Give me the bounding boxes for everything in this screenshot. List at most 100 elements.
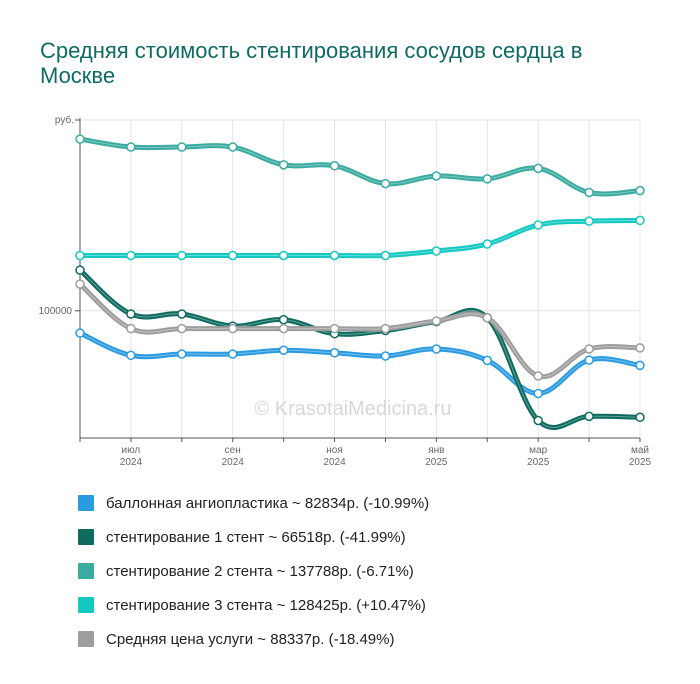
chart-grid bbox=[79, 119, 641, 438]
data-point bbox=[329, 348, 340, 358]
x-tick-label-month: мар bbox=[529, 445, 547, 456]
legend: баллонная ангиопластика ~ 82834р. (-10.9… bbox=[78, 486, 429, 656]
data-point bbox=[533, 371, 543, 381]
data-point bbox=[126, 350, 136, 361]
legend-item[interactable]: Средняя цена услуги ~ 88337р. (-18.49%) bbox=[78, 622, 429, 656]
y-unit-label: руб. bbox=[55, 114, 74, 126]
data-point bbox=[177, 142, 187, 152]
data-point bbox=[177, 323, 187, 334]
data-point bbox=[584, 344, 594, 354]
data-point bbox=[329, 161, 340, 171]
data-point bbox=[482, 355, 493, 366]
legend-label: стентирование 1 стент ~ 66518р. (-41.99%… bbox=[106, 528, 406, 546]
data-point bbox=[177, 250, 187, 261]
data-point bbox=[126, 309, 136, 319]
legend-item[interactable]: стентирование 2 стента ~ 137788р. (-6.71… bbox=[78, 554, 429, 588]
data-point bbox=[380, 351, 391, 361]
data-point bbox=[533, 220, 543, 230]
data-point bbox=[227, 250, 238, 261]
data-point bbox=[482, 239, 493, 249]
legend-item[interactable]: стентирование 1 стент ~ 66518р. (-41.99%… bbox=[78, 520, 429, 554]
data-point bbox=[431, 171, 442, 181]
data-point bbox=[380, 178, 391, 189]
data-point bbox=[482, 313, 493, 323]
data-point bbox=[227, 142, 238, 152]
data-point bbox=[533, 415, 543, 426]
legend-swatch bbox=[78, 631, 94, 647]
data-point bbox=[380, 250, 391, 261]
series-1 bbox=[75, 328, 645, 399]
y-tick-label: 100000 bbox=[39, 306, 73, 317]
data-point bbox=[431, 316, 442, 326]
x-tick-label-year: 2024 bbox=[222, 457, 245, 468]
x-tick-label-month: май bbox=[631, 445, 649, 456]
chart-axes bbox=[75, 118, 641, 442]
x-tick-label-month: июл bbox=[122, 445, 141, 456]
data-point bbox=[75, 134, 85, 144]
data-point bbox=[75, 279, 85, 289]
x-tick-label-year: 2025 bbox=[527, 457, 550, 468]
legend-label: стентирование 2 стента ~ 137788р. (-6.71… bbox=[106, 562, 414, 580]
series-line-highlight bbox=[79, 138, 641, 195]
data-point bbox=[584, 216, 594, 226]
data-point bbox=[278, 314, 289, 325]
data-point bbox=[177, 309, 187, 319]
data-point bbox=[278, 345, 289, 355]
x-tick-label-month: янв bbox=[428, 445, 444, 456]
x-tick-label-year: 2024 bbox=[120, 457, 143, 468]
data-point bbox=[75, 328, 85, 338]
series-line bbox=[77, 281, 643, 380]
data-point bbox=[431, 246, 442, 256]
legend-label: стентирование 3 стента ~ 128425р. (+10.4… bbox=[106, 596, 426, 614]
data-point bbox=[635, 185, 645, 196]
series-line bbox=[77, 330, 643, 396]
x-tick-label-year: 2025 bbox=[629, 457, 652, 468]
data-point bbox=[635, 360, 645, 371]
series-4 bbox=[75, 215, 645, 261]
data-point bbox=[329, 250, 340, 261]
data-point bbox=[278, 250, 289, 261]
data-point bbox=[635, 343, 645, 353]
data-point bbox=[584, 411, 594, 422]
data-point bbox=[533, 163, 543, 174]
x-tick-label-year: 2024 bbox=[323, 457, 346, 468]
legend-label: Средняя цена услуги ~ 88337р. (-18.49%) bbox=[106, 630, 395, 648]
series-5 bbox=[75, 279, 645, 381]
data-point bbox=[482, 174, 493, 184]
data-point bbox=[126, 323, 136, 334]
data-point bbox=[227, 349, 238, 359]
series-3 bbox=[75, 134, 645, 198]
data-point bbox=[75, 250, 85, 261]
x-tick-label-month: сен bbox=[225, 445, 241, 456]
series-line bbox=[77, 217, 643, 259]
series-line-highlight bbox=[80, 219, 641, 257]
legend-label: баллонная ангиопластика ~ 82834р. (-10.9… bbox=[106, 494, 430, 512]
axis-labels: руб.100000июл2024сен2024ноя2024янв2025ма… bbox=[39, 114, 652, 468]
data-point bbox=[75, 265, 85, 275]
data-point bbox=[177, 349, 187, 359]
data-point bbox=[635, 215, 645, 226]
data-point bbox=[635, 412, 645, 423]
x-tick-label-year: 2025 bbox=[425, 457, 448, 468]
data-point bbox=[584, 355, 594, 365]
data-point bbox=[533, 388, 543, 399]
legend-swatch bbox=[78, 529, 94, 545]
data-point bbox=[431, 344, 442, 354]
data-point bbox=[126, 250, 136, 261]
data-point bbox=[329, 323, 340, 334]
data-point bbox=[278, 323, 289, 334]
watermark: © KrasotaiMedicina.ru bbox=[254, 398, 451, 420]
series-layer bbox=[75, 134, 645, 430]
legend-swatch bbox=[78, 495, 94, 511]
x-tick-label-month: ноя bbox=[326, 445, 343, 456]
data-point bbox=[278, 160, 289, 170]
legend-item[interactable]: баллонная ангиопластика ~ 82834р. (-10.9… bbox=[78, 486, 429, 520]
data-point bbox=[126, 142, 136, 152]
legend-swatch bbox=[78, 563, 94, 579]
legend-item[interactable]: стентирование 3 стента ~ 128425р. (+10.4… bbox=[78, 588, 429, 622]
data-point bbox=[584, 187, 594, 198]
legend-swatch bbox=[78, 597, 94, 613]
chart-title: Средняя стоимость стентирования сосудов … bbox=[40, 38, 583, 88]
series-line-highlight bbox=[79, 283, 641, 378]
